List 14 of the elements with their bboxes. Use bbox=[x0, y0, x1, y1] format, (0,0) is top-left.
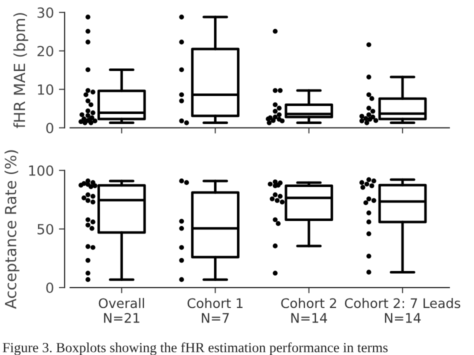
x-tick-label: Cohort 1 N=7 bbox=[188, 298, 243, 323]
y-tick-label: 20 bbox=[38, 46, 54, 56]
y-tick-label: 0 bbox=[46, 122, 54, 134]
y-tick-label: 30 bbox=[38, 7, 54, 18]
y-tick-label: 0 bbox=[46, 282, 54, 294]
y-tick-label: 10 bbox=[38, 84, 54, 95]
y-tick-label: 50 bbox=[38, 224, 54, 234]
x-tick-label: Overall N=21 bbox=[98, 298, 144, 323]
y-axis-title: Acceptance Rate (%) bbox=[4, 150, 20, 309]
x-tick-label: Cohort 2: 7 Leads N=14 bbox=[344, 298, 460, 323]
caption: Figure 3. Boxplots showing the fHR estimation performance in terms bbox=[2, 342, 388, 355]
y-axis-title: fHR MAE (bpm) bbox=[13, 13, 28, 128]
y-tick-label: 100 bbox=[29, 165, 54, 176]
x-tick-label: Cohort 2 N=14 bbox=[281, 298, 336, 323]
